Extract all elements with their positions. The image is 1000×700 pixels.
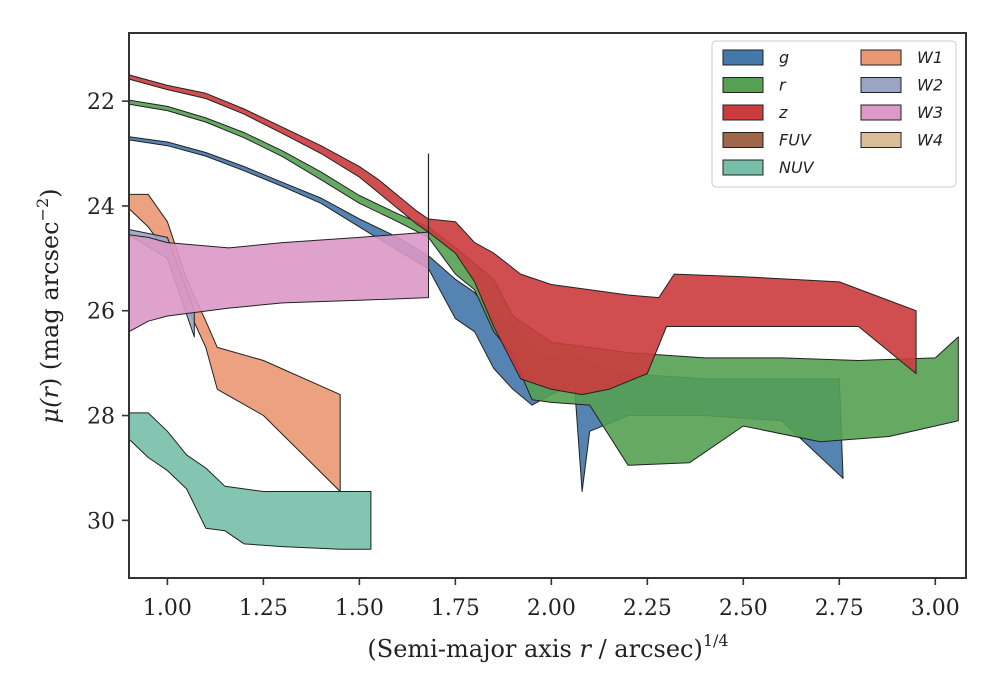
legend-swatch-z — [722, 104, 764, 121]
x-axis-ticks: 1.00 1.25 1.50 1.75 2.00 2.25 2.50 2.75 3.00 — [143, 578, 960, 621]
legend-swatch-fuv — [722, 132, 764, 148]
plot-frame — [128, 32, 967, 579]
y-axis-ticks: 22 24 26 28 30 — [87, 90, 129, 534]
legend-swatch-w3 — [860, 104, 902, 121]
x-tick-label: 1.25 — [239, 596, 288, 621]
x-tick-label: 1.50 — [335, 596, 384, 621]
legend-label-g: g — [779, 48, 789, 67]
legend-label-r: r — [779, 76, 787, 95]
band-w3 — [128, 231, 429, 333]
y-tick-label: 28 — [87, 405, 115, 430]
legend-label-z: z — [778, 103, 788, 122]
x-tick-label: 2.75 — [815, 596, 864, 621]
y-tick-label: 24 — [87, 195, 115, 220]
series-bands — [128, 74, 959, 550]
legend-label-nuv: NUV — [779, 158, 815, 177]
legend: grz FUV NUV W1 W2 W3 W4 — [711, 40, 957, 188]
legend-label-w2: W2 — [917, 76, 943, 95]
legend-swatch-w1 — [860, 49, 902, 66]
legend-swatch-g — [722, 49, 764, 66]
y-tick-label: 26 — [87, 300, 115, 325]
x-axis-label: (Semi-major axis r / arcsec)1/4 — [367, 631, 728, 663]
x-tick-label: 2.00 — [527, 596, 576, 621]
legend-label-w4: W4 — [917, 131, 943, 150]
x-tick-label: 1.75 — [431, 596, 480, 621]
legend-swatch-w4 — [860, 132, 902, 148]
band-z — [128, 74, 917, 396]
legend-swatch-r — [722, 77, 764, 93]
legend-label-w1: W1 — [917, 48, 943, 67]
band-r — [128, 99, 959, 466]
x-tick-label: 2.25 — [623, 596, 672, 621]
x-tick-label: 3.00 — [911, 596, 960, 621]
legend-label-w3: W3 — [917, 103, 943, 122]
y-axis-label: μ(r) (mag arcsec−2) — [33, 188, 64, 423]
y-tick-label: 30 — [87, 509, 115, 534]
legend-items: grz FUV NUV W1 W2 W3 W4 — [722, 48, 943, 177]
legend-swatch-nuv — [722, 159, 764, 176]
x-tick-label: 1.00 — [143, 596, 192, 621]
legend-label-fuv: FUV — [779, 131, 812, 150]
legend-swatch-w2 — [860, 77, 902, 93]
band-nuv — [128, 412, 372, 550]
x-tick-label: 2.50 — [719, 596, 768, 621]
y-tick-label: 22 — [87, 90, 115, 115]
